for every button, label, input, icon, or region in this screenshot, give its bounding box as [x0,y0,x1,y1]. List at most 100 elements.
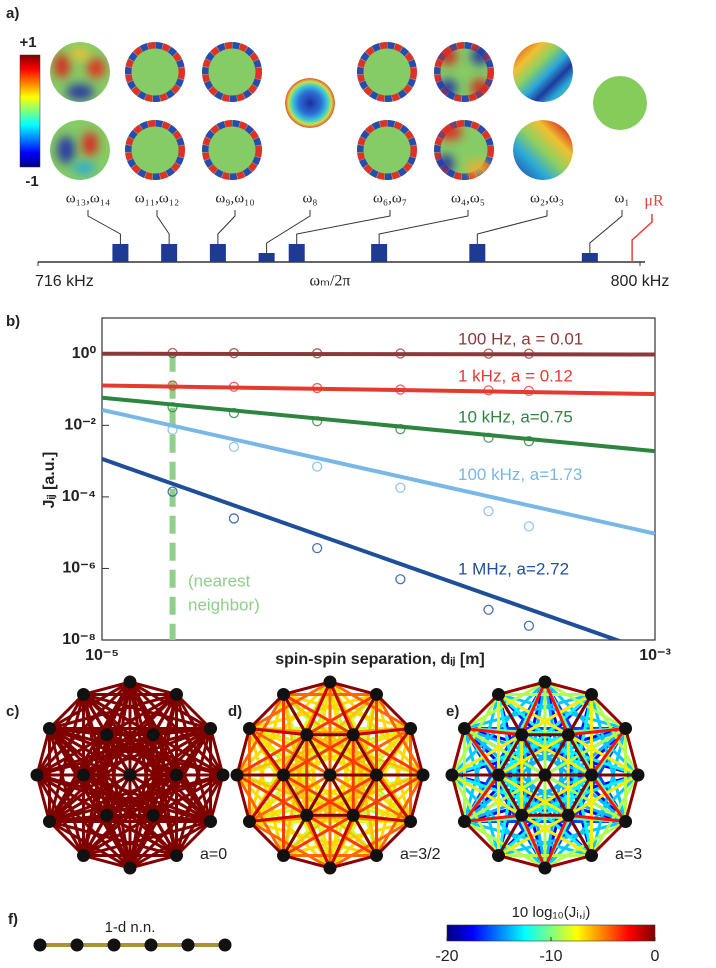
coupling-edge [590,693,627,730]
fit-line [102,383,655,397]
nearest-neighbor-label: neighbor) [188,595,260,614]
coupling-edge [248,727,378,777]
detuning-label: μR [644,193,664,210]
coupling-edge [305,681,332,736]
ion-node [404,722,418,735]
coupling-edge [153,727,211,737]
mode-label: ω₁₃,ω₁₄ [66,190,110,206]
coupling-edge [282,814,309,857]
exponent-label: a=3 [615,846,642,863]
mode-edge [125,120,185,180]
coupling-edge [353,727,411,737]
data-point [523,620,535,631]
coupling-edge [451,773,523,817]
ion-node [123,861,137,875]
coupling-edge [590,727,627,776]
coupling-edge [450,728,466,776]
coupling-edge [129,727,212,777]
mode-label: ω₉,ω₁₀ [215,190,254,206]
ion-node [515,808,529,822]
coupling-edge [35,728,51,776]
coupling-edge [305,733,332,776]
ion-node [300,728,314,742]
ion-node [585,687,598,701]
colorbar-tick-label: 0 [651,948,660,965]
coupling-edge [282,813,354,857]
data-point [167,486,178,497]
coupling-edge [497,727,627,777]
mode-connector [476,210,548,244]
ion-node [457,722,471,735]
coupling-edge [520,727,627,817]
coupling-edge [521,693,593,737]
ion-node [323,861,337,875]
coupling-edge [48,820,85,857]
coupling-edge [568,727,626,737]
chain-label: 1-d n.n. [105,919,156,936]
plot-area [102,347,655,640]
mode-edge [202,42,262,102]
mode-connector [266,210,311,253]
coupling-edge [353,813,411,823]
mode-base [202,120,262,180]
ion-node [300,808,314,822]
ion-node [70,938,84,952]
series-label: 1 MHz, a=2.72 [458,560,569,579]
coupling-edge [282,773,412,823]
coupling-edge [375,727,412,776]
coupling-edge [151,733,178,776]
ion-node [585,849,598,863]
coupling-edge [409,774,425,822]
mode-image [50,120,110,180]
colorbar-min: -1 [25,173,38,190]
mode-blob [471,79,489,97]
panel-label: f) [8,911,18,928]
mode-blob [466,160,490,176]
mode-image [285,78,335,128]
mode-edge [434,120,494,180]
coupling-edge [520,774,547,817]
mode-connector [296,210,391,244]
ion-node [457,815,471,828]
mode-bar [112,244,129,262]
mode-connector [378,210,469,244]
coupling-edge [83,680,131,696]
coupling-edge [463,773,546,823]
coupling-edge [305,727,412,817]
data-point [228,513,240,524]
coupling-edge [128,733,155,776]
ion-node [323,768,337,782]
coupling-edge [624,774,640,822]
mode-edge [125,120,185,180]
ion-node [204,722,218,735]
ion-node [404,815,418,828]
ion-node [216,768,230,782]
ion-node [144,938,158,952]
ion-node [561,808,575,822]
mode-base [125,42,185,102]
data-point [312,461,323,472]
coupling-edge [249,727,307,737]
coupling-edge [520,733,547,776]
ion-node [538,768,552,782]
mode-bar [161,244,178,262]
coupling-edge [544,680,592,696]
colorbar-tick-label: -20 [435,948,458,965]
coupling-edge [282,727,412,777]
mode-bar [258,253,275,262]
nearest-neighbor-label: (nearest [188,571,251,590]
mode-base [513,42,573,102]
ion-node [492,849,505,863]
coupling-edge [282,693,309,736]
coupling-edge [248,820,285,857]
y-tick-label: 10⁻⁴ [62,488,96,505]
coupling-edge [463,693,500,730]
mode-base [202,42,262,102]
coupling-edge [282,733,309,776]
coupling-edge [306,693,378,737]
mode-connector [589,210,623,253]
mode-blob [471,47,489,65]
mode-edge [125,42,185,102]
coupling-edge [236,773,308,817]
